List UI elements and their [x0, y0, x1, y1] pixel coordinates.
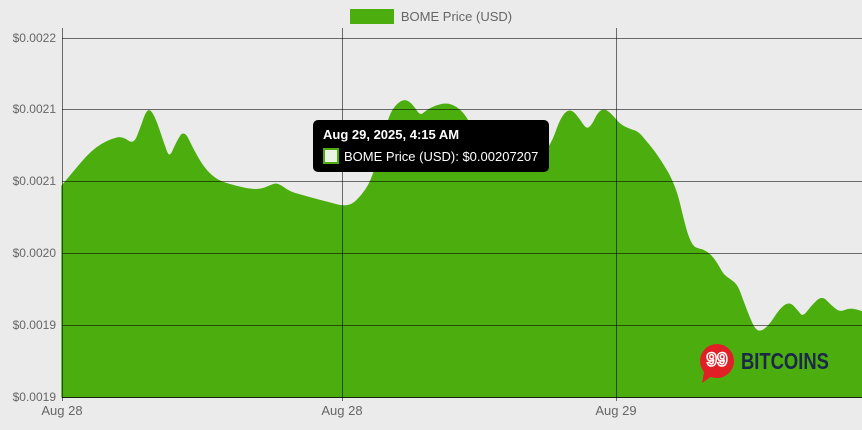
tooltip: Aug 29, 2025, 4:15 AM BOME Price (USD): … — [313, 120, 550, 172]
y-axis-label: $0.0022 — [12, 30, 56, 45]
x-axis-label: Aug 29 — [595, 403, 637, 418]
legend-swatch[interactable] — [349, 9, 394, 24]
x-axis-label: Aug 28 — [41, 403, 83, 418]
99bitcoins-watermark: 99 BITCOINS — [700, 344, 851, 385]
tooltip-series-value: BOME Price (USD): $0.00207207 — [344, 148, 539, 164]
brand-name: BITCOINS — [741, 347, 829, 374]
y-axis-label: $0.0019 — [12, 390, 56, 404]
badge-number: 99 — [706, 349, 729, 372]
tooltip-series-swatch — [323, 148, 339, 164]
y-axis-label: $0.0021 — [12, 174, 56, 189]
y-axis-label: $0.0019 — [12, 318, 56, 333]
legend-label[interactable]: BOME Price (USD) — [400, 9, 513, 24]
badge-tail — [702, 372, 715, 385]
legend: BOME Price (USD) — [0, 9, 862, 24]
x-axis-label: Aug 28 — [321, 403, 363, 418]
y-axis-label: $0.0020 — [12, 246, 56, 261]
tooltip-row: BOME Price (USD): $0.00207207 — [323, 148, 538, 164]
99-badge-icon: 99 — [700, 344, 734, 385]
gridlines — [62, 28, 862, 401]
y-axis-label: $0.0021 — [12, 102, 56, 117]
tooltip-title: Aug 29, 2025, 4:15 AM — [323, 127, 460, 142]
